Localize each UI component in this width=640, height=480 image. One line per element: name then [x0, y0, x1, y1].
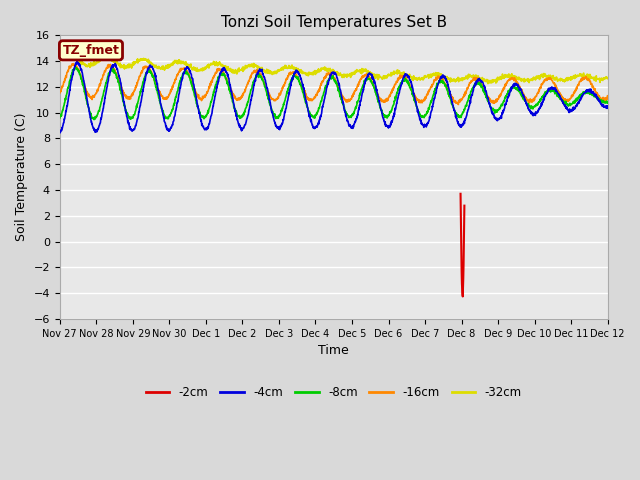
Text: TZ_fmet: TZ_fmet — [63, 44, 120, 57]
Legend: -2cm, -4cm, -8cm, -16cm, -32cm: -2cm, -4cm, -8cm, -16cm, -32cm — [141, 382, 527, 404]
X-axis label: Time: Time — [318, 344, 349, 357]
Y-axis label: Soil Temperature (C): Soil Temperature (C) — [15, 113, 28, 241]
Title: Tonzi Soil Temperatures Set B: Tonzi Soil Temperatures Set B — [221, 15, 447, 30]
